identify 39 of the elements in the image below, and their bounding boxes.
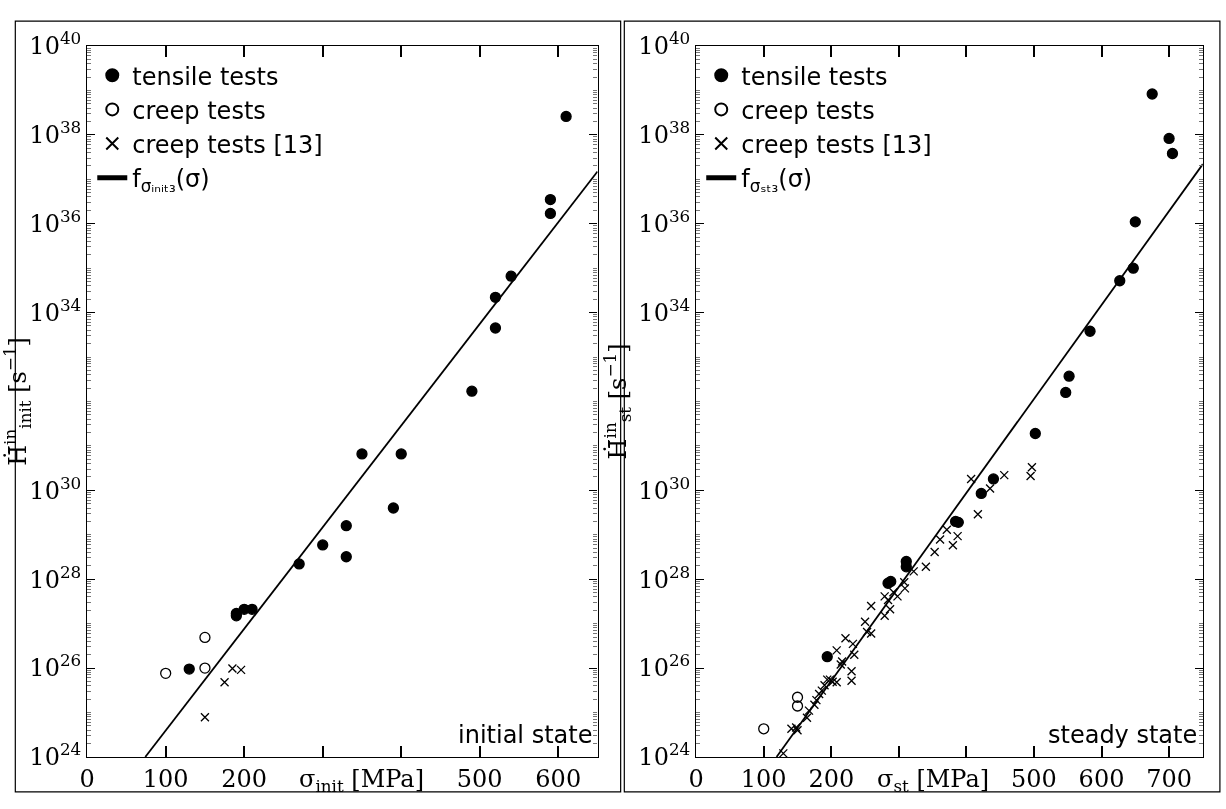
y-tick-label: 10$^{26}$ — [638, 650, 691, 683]
x-tick-label: 100 — [740, 764, 787, 793]
legend-label: tensile tests — [132, 62, 279, 91]
annotation: initial state — [458, 721, 593, 749]
legend-label: creep tests [13] — [132, 130, 323, 159]
x-tick-label: 700 — [1146, 764, 1192, 793]
legend-label: creep tests [13] — [741, 130, 932, 159]
y-tick-label: 10$^{36}$ — [638, 206, 691, 239]
x-tick-label: 0 — [688, 764, 704, 793]
y-tick-label: 10$^{24}$ — [638, 739, 691, 772]
y-tick-label: 10$^{26}$ — [29, 650, 82, 683]
y-tick-label: 10$^{38}$ — [638, 117, 691, 150]
x-tick-label: 500 — [456, 764, 503, 793]
annotation: steady state — [1048, 721, 1198, 749]
x-tick-label: 500 — [1011, 764, 1057, 793]
legend-label: tensile tests — [741, 62, 888, 91]
y-tick-label: 10$^{24}$ — [29, 739, 82, 772]
y-tick-label: 10$^{34}$ — [638, 294, 691, 327]
legend-label: f$_{σₛₜ₃}$(σ) — [741, 165, 813, 197]
y-tick-label: 10$^{40}$ — [638, 28, 691, 61]
y-tick-label: 10$^{40}$ — [29, 28, 82, 61]
x-tick-label: 200 — [808, 764, 855, 793]
y-tick-label: 10$^{28}$ — [29, 561, 82, 594]
x-tick-label: 0 — [79, 764, 95, 793]
x-tick-label: 600 — [535, 764, 582, 793]
x-tick-label: 200 — [221, 764, 268, 793]
y-tick-label: 10$^{38}$ — [29, 117, 82, 150]
y-tick-label: 10$^{28}$ — [638, 561, 691, 594]
y-tick-label: 10$^{36}$ — [29, 206, 82, 239]
y-tick-label: 10$^{30}$ — [29, 472, 82, 505]
legend-label: creep tests — [741, 96, 875, 125]
y-tick-label: 10$^{34}$ — [29, 294, 82, 327]
x-axis-title: σ$_{st}$ [MPa] — [877, 765, 990, 797]
y-tick-label: 10$^{30}$ — [638, 472, 691, 505]
x-tick-label: 100 — [142, 764, 189, 793]
x-axis-title: σ$_{init}$ [MPa] — [299, 765, 424, 797]
x-tick-label: 600 — [1078, 764, 1125, 793]
legend-label: creep tests — [132, 96, 266, 125]
legend-label: f$_{σᵢₙᵢₜ₃}$(σ) — [132, 165, 210, 197]
